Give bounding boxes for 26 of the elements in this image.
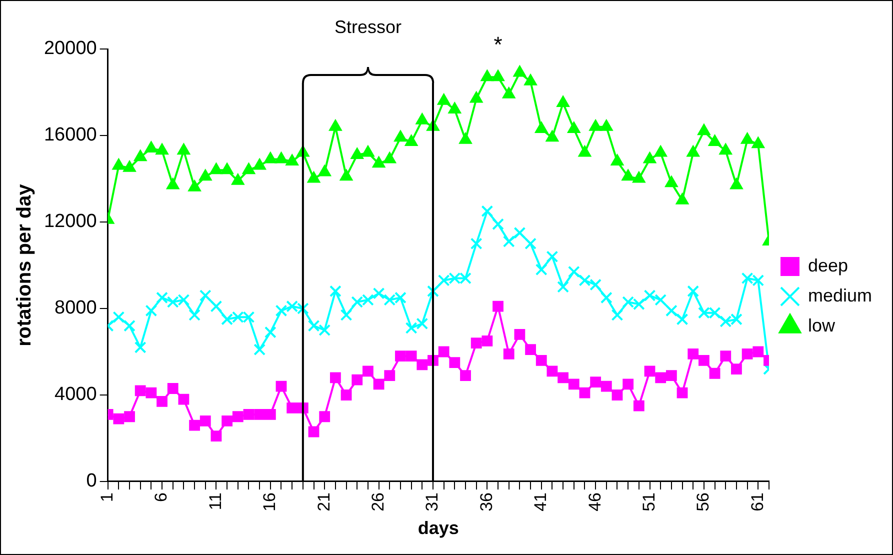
x-tick-label: 61 <box>748 492 767 512</box>
x-tick-label: 11 <box>206 492 225 510</box>
x-tick-label: 46 <box>585 492 604 512</box>
x-tick-label: 16 <box>260 492 280 512</box>
x-tick-label: 51 <box>639 492 658 512</box>
annotation: * <box>494 32 503 58</box>
y-tick-label: 8000 <box>54 298 97 319</box>
x-tick-label: 21 <box>314 492 334 512</box>
y-tick-label: 12000 <box>44 211 97 232</box>
y-axis-title: rotations per day <box>14 183 36 346</box>
y-tick-label: 4000 <box>54 384 97 406</box>
x-axis-title: days <box>418 518 459 538</box>
x-tick-label: 31 <box>422 492 442 512</box>
y-tick-label: 20000 <box>44 38 97 60</box>
y-tick-label: 16000 <box>44 124 97 146</box>
text: Stressor <box>334 16 402 37</box>
x-tick-label: 1 <box>98 492 117 502</box>
legend-label: deep <box>808 255 848 276</box>
x-tick-label: 56 <box>694 492 713 512</box>
x-tick-label: 26 <box>368 492 388 512</box>
legend-label: medium <box>808 285 872 306</box>
legend-label: low <box>808 315 836 336</box>
x-tick-label: 6 <box>152 492 171 502</box>
x-tick-label: 36 <box>476 492 496 512</box>
x-tick-label: 41 <box>531 492 550 512</box>
y-tick-label: 0 <box>86 470 97 492</box>
